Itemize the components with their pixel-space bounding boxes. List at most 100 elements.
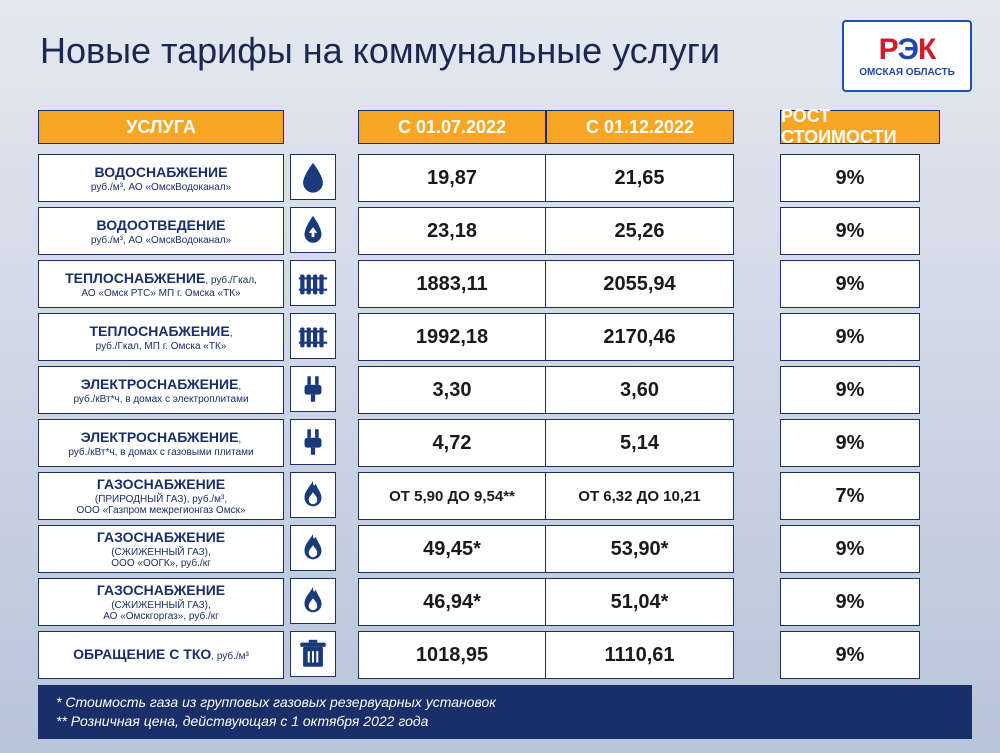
value-group: 1018,951110,61 (358, 631, 734, 679)
service-subtitle: руб./кВт*ч, в домах с электроплитами (73, 394, 248, 405)
service-name-suffix: , руб./Гкал, (205, 275, 257, 286)
logo-text: РЭК (879, 35, 936, 65)
service-name-suffix: , руб./м³ (211, 651, 249, 662)
service-name: ТЕПЛОСНАБЖЕНИЕ (90, 323, 230, 339)
service-name: ВОДОСНАБЖЕНИЕ (95, 164, 228, 180)
service-cell: ГАЗОСНАБЖЕНИЕ (СЖИЖЕННЫЙ ГАЗ), ООО «ООГК»… (38, 525, 284, 573)
value-period-1: 1992,18 (359, 314, 546, 360)
service-subtitle: АО «Омск РТС» МП г. Омска «ТК» (81, 288, 240, 299)
service-cell: ВОДОСНАБЖЕНИЕ руб./м³, АО «ОмскВодоканал» (38, 154, 284, 202)
value-group: ОТ 5,90 ДО 9,54**ОТ 6,32 ДО 10,21 (358, 472, 734, 520)
flame-icon (290, 525, 336, 571)
service-name-suffix: , (238, 434, 241, 445)
value-group: 1883,112055,94 (358, 260, 734, 308)
service-subtitle: руб./Гкал, МП г. Омска «ТК» (96, 341, 227, 352)
footnote-1: * Стоимость газа из групповых газовых ре… (56, 693, 954, 712)
service-name: ОБРАЩЕНИЕ С ТКО (73, 646, 211, 662)
table-row: ЭЛЕКТРОСНАБЖЕНИЕ, руб./кВт*ч, в домах с г… (38, 419, 972, 467)
value-period-2: 2170,46 (546, 314, 733, 360)
plug-icon (290, 366, 336, 412)
service-cell: ТЕПЛОСНАБЖЕНИЕ, руб./Гкал, АО «Омск РТС» … (38, 260, 284, 308)
service-cell: ВОДООТВЕДЕНИЕруб./м³, АО «ОмскВодоканал» (38, 207, 284, 255)
plug-icon (290, 419, 336, 465)
service-name: ГАЗОСНАБЖЕНИЕ (97, 529, 225, 545)
growth-value: 9% (780, 419, 920, 467)
value-group: 19,8721,65 (358, 154, 734, 202)
footnote-2: ** Розничная цена, действующая с 1 октяб… (56, 712, 954, 731)
table-row: ТЕПЛОСНАБЖЕНИЕ,руб./Гкал, МП г. Омска «Т… (38, 313, 972, 361)
service-name: ТЕПЛОСНАБЖЕНИЕ (65, 270, 205, 286)
value-group: 49,45*53,90* (358, 525, 734, 573)
value-period-2: 2055,94 (546, 261, 733, 307)
table-row: ГАЗОСНАБЖЕНИЕ (СЖИЖЕННЫЙ ГАЗ), ООО «ООГК»… (38, 525, 972, 573)
header-period-1: С 01.07.2022 (358, 110, 546, 144)
table-row: ЭЛЕКТРОСНАБЖЕНИЕ, руб./кВт*ч, в домах с э… (38, 366, 972, 414)
header-period-2: С 01.12.2022 (546, 110, 734, 144)
value-period-2: 51,04* (546, 579, 733, 625)
value-group: 1992,182170,46 (358, 313, 734, 361)
service-subtitle: руб./м³, АО «ОмскВодоканал» (91, 182, 231, 193)
service-cell: ТЕПЛОСНАБЖЕНИЕ,руб./Гкал, МП г. Омска «Т… (38, 313, 284, 361)
value-group: 4,725,14 (358, 419, 734, 467)
table-row: ОБРАЩЕНИЕ С ТКО, руб./м³ 1018,951110,61 9% (38, 631, 972, 679)
trash-icon (290, 631, 336, 677)
footnotes: * Стоимость газа из групповых газовых ре… (38, 685, 972, 739)
service-subtitle: руб./кВт*ч, в домах с газовыми плитами (68, 447, 253, 458)
service-name: ГАЗОСНАБЖЕНИЕ (97, 582, 225, 598)
value-period-1: 19,87 (359, 155, 546, 201)
header-service: УСЛУГА (38, 110, 284, 144)
flame-icon (290, 472, 336, 518)
flame-icon (290, 578, 336, 624)
table-row: ГАЗОСНАБЖЕНИЕ (СЖИЖЕННЫЙ ГАЗ), АО «Омскго… (38, 578, 972, 626)
value-group: 3,303,60 (358, 366, 734, 414)
growth-value: 7% (780, 472, 920, 520)
service-name-suffix: , (230, 328, 233, 339)
growth-value: 9% (780, 207, 920, 255)
value-period-1: ОТ 5,90 ДО 9,54** (359, 473, 546, 519)
value-period-1: 4,72 (359, 420, 546, 466)
service-cell: ЭЛЕКТРОСНАБЖЕНИЕ, руб./кВт*ч, в домах с э… (38, 366, 284, 414)
service-name: ЭЛЕКТРОСНАБЖЕНИЕ (81, 429, 239, 445)
value-period-2: 1110,61 (546, 632, 733, 678)
service-cell: ГАЗОСНАБЖЕНИЕ (СЖИЖЕННЫЙ ГАЗ), АО «Омскго… (38, 578, 284, 626)
table-header-row: УСЛУГА С 01.07.2022 С 01.12.2022 РОСТ СТ… (38, 110, 972, 144)
service-cell: ГАЗОСНАБЖЕНИЕ (ПРИРОДНЫЙ ГАЗ), руб./м³, О… (38, 472, 284, 520)
value-period-2: 21,65 (546, 155, 733, 201)
growth-value: 9% (780, 313, 920, 361)
value-period-2: ОТ 6,32 ДО 10,21 (546, 473, 733, 519)
table-row: ТЕПЛОСНАБЖЕНИЕ, руб./Гкал, АО «Омск РТС» … (38, 260, 972, 308)
logo-subtitle: ОМСКАЯ ОБЛАСТЬ (859, 67, 955, 78)
logo-r: Р (879, 33, 898, 66)
service-cell: ЭЛЕКТРОСНАБЖЕНИЕ, руб./кВт*ч, в домах с г… (38, 419, 284, 467)
service-subtitle: (СЖИЖЕННЫЙ ГАЗ), ООО «ООГК», руб./кг (111, 547, 211, 569)
table-row: ГАЗОСНАБЖЕНИЕ (ПРИРОДНЫЙ ГАЗ), руб./м³, О… (38, 472, 972, 520)
page-title: Новые тарифы на коммунальные услуги (40, 30, 720, 72)
growth-value: 9% (780, 631, 920, 679)
service-subtitle: руб./м³, АО «ОмскВодоканал» (91, 235, 231, 246)
water-drop-icon (290, 154, 336, 200)
header-growth: РОСТ СТОИМОСТИ (780, 110, 940, 144)
logo: РЭК ОМСКАЯ ОБЛАСТЬ (842, 20, 972, 92)
service-name-suffix: , (238, 381, 241, 392)
logo-e: Э (898, 33, 918, 66)
header-icon-spacer (284, 110, 344, 144)
value-period-1: 49,45* (359, 526, 546, 572)
value-period-1: 1018,95 (359, 632, 546, 678)
value-period-1: 3,30 (359, 367, 546, 413)
drain-icon (290, 207, 336, 253)
service-name: ГАЗОСНАБЖЕНИЕ (97, 476, 225, 492)
growth-value: 9% (780, 154, 920, 202)
growth-value: 9% (780, 260, 920, 308)
service-name: ЭЛЕКТРОСНАБЖЕНИЕ (81, 376, 239, 392)
logo-k: К (918, 33, 935, 66)
radiator-icon (290, 260, 336, 306)
growth-value: 9% (780, 366, 920, 414)
service-subtitle: (ПРИРОДНЫЙ ГАЗ), руб./м³, ООО «Газпром м… (76, 494, 245, 516)
value-period-2: 3,60 (546, 367, 733, 413)
tariff-table: УСЛУГА С 01.07.2022 С 01.12.2022 РОСТ СТ… (38, 110, 972, 684)
service-subtitle: (СЖИЖЕННЫЙ ГАЗ), АО «Омскгоргаз», руб./к… (103, 600, 219, 622)
value-period-2: 25,26 (546, 208, 733, 254)
value-group: 46,94*51,04* (358, 578, 734, 626)
value-period-2: 53,90* (546, 526, 733, 572)
table-row: ВОДООТВЕДЕНИЕруб./м³, АО «ОмскВодоканал»… (38, 207, 972, 255)
